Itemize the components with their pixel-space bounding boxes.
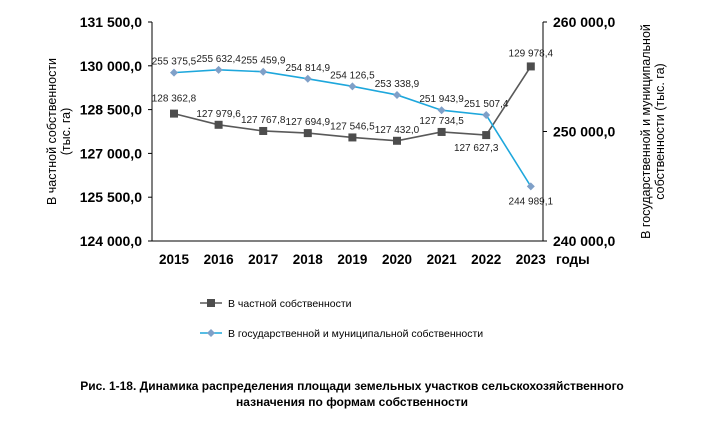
right-y-axis-title-line-1: В государственной и муниципальной [639, 24, 653, 239]
legend-marker-private [207, 299, 215, 307]
data-label: 255 459,9 [241, 56, 286, 67]
left-y-tick-label: 130 000,0 [80, 58, 142, 74]
data-point-state [526, 182, 535, 191]
data-point-state [348, 82, 357, 91]
left-y-axis-title-line-1: В частной собственности [45, 58, 59, 205]
x-tick-label: 2022 [471, 252, 501, 267]
x-tick-label: 2018 [293, 252, 324, 267]
right-y-tick-label: 240 000,0 [553, 233, 615, 249]
data-point-state [482, 110, 491, 119]
data-label: 254 814,9 [286, 63, 331, 74]
caption-line-2: назначения по формам собственности [236, 395, 468, 409]
x-tick-label: 2023 [516, 252, 547, 267]
x-tick-label: 2020 [382, 252, 412, 267]
data-label: 127 432,0 [375, 125, 420, 136]
left-y-axis-title-line-2: (тыс. га) [59, 108, 73, 155]
x-tick-label: 2016 [204, 252, 235, 267]
data-label: 127 627,3 [454, 143, 499, 154]
data-label: 129 978,4 [509, 48, 554, 59]
data-point-private [170, 109, 178, 118]
data-point-state [170, 68, 178, 77]
data-point-private [437, 127, 446, 136]
data-point-private [526, 62, 535, 71]
data-label: 244 989,1 [509, 196, 554, 207]
left-y-tick-label: 131 500,0 [80, 14, 142, 30]
caption-line-1: Рис. 1-18. Динамика распределения площад… [80, 379, 624, 393]
right-y-tick-label: 250 000,0 [553, 124, 615, 140]
data-label: 128 362,8 [152, 94, 197, 105]
right-y-axis-title-line-2: собственности (тыс. га) [653, 63, 667, 199]
right-y-tick-label: 260 000,0 [553, 14, 615, 30]
data-label: 255 375,5 [152, 57, 197, 68]
left-y-tick-label: 124 000,0 [80, 233, 142, 249]
x-axis-title: годы [556, 252, 590, 267]
line-chart: 124 000,0 125 500,0 127 000,0 128 500,0 130 … [45, 14, 667, 340]
data-point-private [259, 126, 268, 135]
data-label: 127 546,5 [330, 121, 375, 132]
data-point-state [303, 74, 312, 83]
data-label: 251 507,4 [464, 99, 509, 110]
x-tick-label: 2015 [159, 252, 190, 267]
data-point-state [437, 106, 446, 115]
data-point-state [214, 65, 223, 74]
data-point-private [303, 129, 312, 138]
data-label: 127 734,5 [419, 116, 464, 127]
data-label: 255 632,4 [196, 54, 241, 65]
data-point-private [482, 131, 491, 140]
x-tick-label: 2017 [248, 252, 278, 267]
data-label: 127 979,6 [196, 109, 241, 120]
legend-marker-state [207, 329, 215, 337]
left-y-tick-label: 125 500,0 [80, 189, 142, 205]
data-label: 253 338,9 [375, 79, 420, 90]
data-point-private [393, 136, 401, 145]
data-point-private [214, 120, 223, 129]
figure-caption: Рис. 1-18. Динамика распределения площад… [0, 378, 704, 410]
legend-label-state: В государственной и муниципальной собств… [228, 328, 483, 340]
left-y-tick-label: 127 000,0 [80, 145, 142, 161]
x-tick-label: 2019 [337, 252, 367, 267]
legend-label-private: В частной собственности [228, 298, 352, 310]
x-tick-label: 2021 [427, 252, 458, 267]
data-point-private [348, 133, 357, 142]
left-y-tick-label: 128 500,0 [80, 102, 142, 118]
data-label: 127 767,8 [241, 115, 286, 126]
data-point-state [393, 90, 401, 99]
data-label: 254 126,5 [330, 70, 375, 81]
data-label: 251 943,9 [419, 94, 464, 105]
data-label: 127 694,9 [286, 117, 331, 128]
data-point-state [259, 67, 268, 76]
